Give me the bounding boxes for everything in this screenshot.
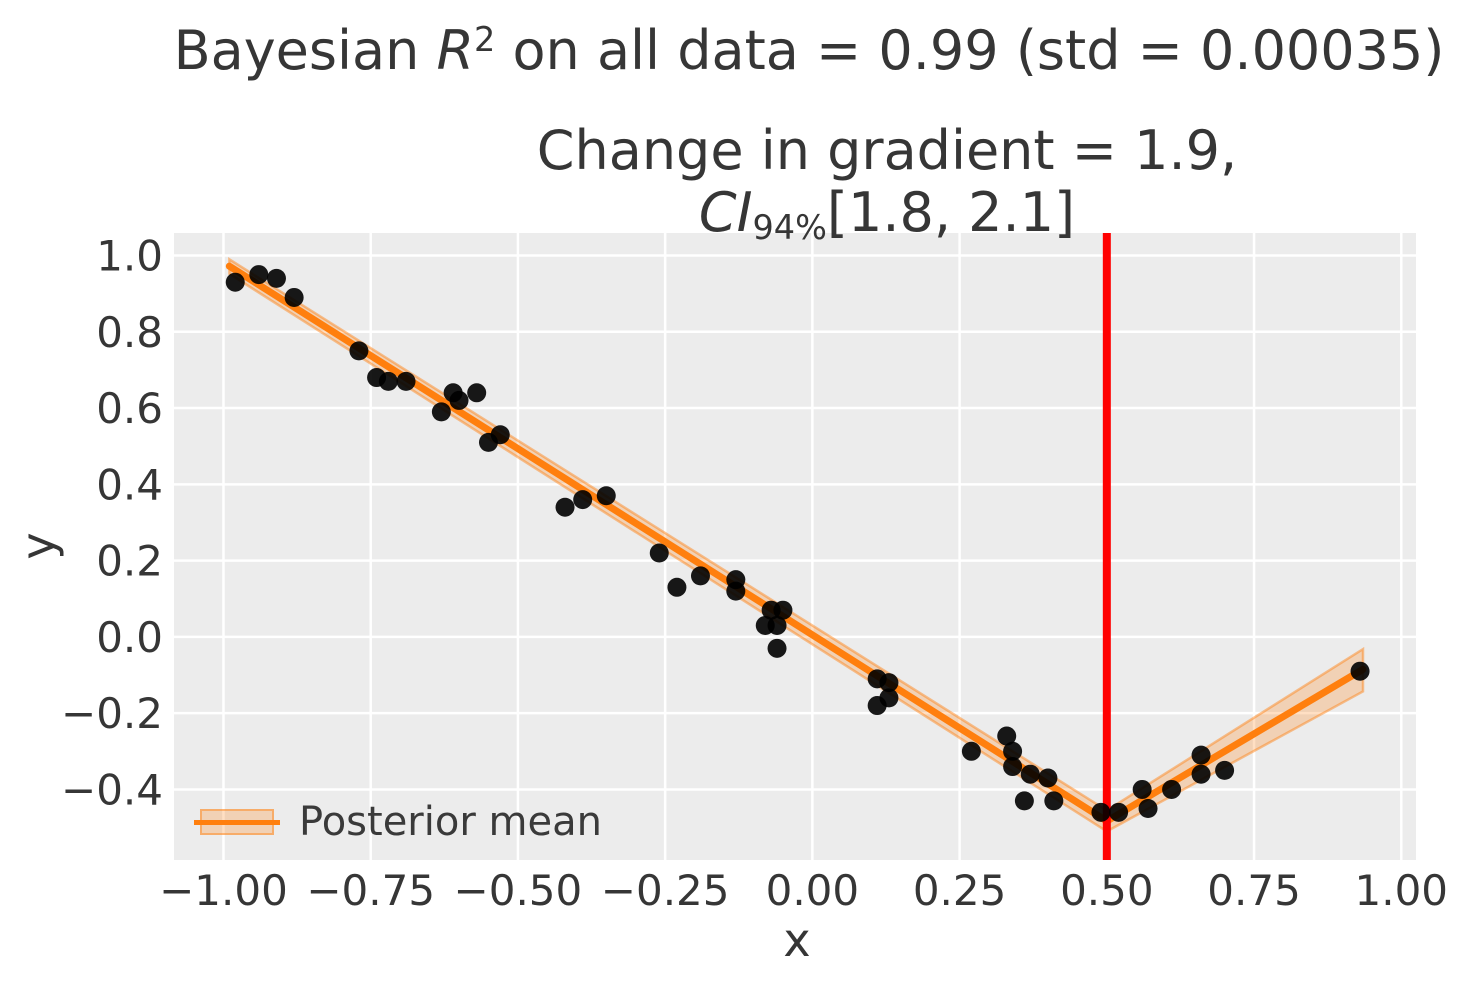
y-tick-label: 0.4 <box>96 460 163 509</box>
scatter-point <box>1109 802 1129 822</box>
x-tick-label: 0.00 <box>766 866 860 915</box>
y-tick-label: 0.8 <box>96 308 163 357</box>
scatter-point <box>667 577 687 597</box>
legend: Posterior mean <box>194 799 602 845</box>
scatter-point <box>1215 760 1235 780</box>
scatter-point <box>284 287 304 307</box>
legend-line-swatch <box>194 819 280 825</box>
scatter-point <box>1038 768 1058 788</box>
x-tick-label: −1.00 <box>159 866 288 915</box>
legend-band-swatch <box>194 809 280 835</box>
scatter-point <box>1350 661 1370 681</box>
title-math-var: R <box>436 19 475 82</box>
scatter-point <box>596 486 616 506</box>
scatter-point <box>396 371 416 391</box>
scatter-point <box>266 268 286 288</box>
scatter-point <box>961 741 981 761</box>
scatter-point <box>1138 799 1158 819</box>
scatter-point <box>1132 779 1152 799</box>
scatter-point <box>1162 779 1182 799</box>
scatter-point <box>449 390 469 410</box>
scatter-point <box>726 581 746 601</box>
scatter-point <box>490 425 510 445</box>
axes-subtitle: Change in gradient = 1.9, CI94%[1.8, 2.1… <box>537 120 1237 251</box>
scatter-point <box>690 566 710 586</box>
y-tick-label: 0.6 <box>96 384 163 433</box>
ci-interval: [1.8, 2.1] <box>826 181 1076 244</box>
scatter-point <box>225 272 245 292</box>
ci-math-var: CI <box>698 181 753 244</box>
x-tick-label: −0.75 <box>306 866 435 915</box>
title-superscript: 2 <box>474 19 496 59</box>
x-tick-label: 1.00 <box>1355 866 1449 915</box>
y-tick-label: −0.2 <box>61 689 163 738</box>
scatter-point <box>573 490 593 510</box>
scatter-point <box>467 383 487 403</box>
chart-title: Bayesian R2 on all data = 0.99 (std = 0.… <box>174 19 1445 82</box>
scatter-point <box>997 726 1017 746</box>
scatter-point <box>555 497 575 517</box>
scatter-point <box>349 341 369 361</box>
legend-label: Posterior mean <box>299 799 602 845</box>
scatter-point <box>767 615 787 635</box>
y-tick-label: −0.4 <box>61 765 163 814</box>
scatter-point <box>1003 741 1023 761</box>
x-tick-label: 0.50 <box>1060 866 1154 915</box>
y-axis-label: y <box>11 532 65 560</box>
ci-subscript: 94% <box>752 208 827 248</box>
y-tick-label: 0.2 <box>96 537 163 586</box>
x-tick-label: 0.75 <box>1207 866 1301 915</box>
scatter-point <box>649 543 669 563</box>
scatter-point <box>1191 764 1211 784</box>
y-tick-label: 1.0 <box>96 232 163 281</box>
title-prefix: Bayesian <box>173 19 437 82</box>
scatter-point <box>1014 791 1034 811</box>
scatter-point <box>773 600 793 620</box>
scatter-point <box>1191 745 1211 765</box>
scatter-point <box>431 402 451 422</box>
x-axis-label: x <box>783 913 811 967</box>
scatter-point <box>1091 802 1111 822</box>
subtitle-line2: CI94%[1.8, 2.1] <box>537 182 1237 251</box>
scatter-point <box>879 673 899 693</box>
y-tick-label: 0.0 <box>96 613 163 662</box>
scatter-point <box>1003 757 1023 777</box>
scatter-point <box>1044 791 1064 811</box>
subtitle-line1: Change in gradient = 1.9, <box>536 119 1238 182</box>
scatter-point <box>378 371 398 391</box>
x-tick-label: 0.25 <box>913 866 1007 915</box>
scatter-point <box>249 265 269 285</box>
title-suffix: on all data = 0.99 (std = 0.00035) <box>495 19 1445 82</box>
scatter-point <box>1020 764 1040 784</box>
x-tick-label: −0.25 <box>601 866 730 915</box>
x-tick-label: −0.50 <box>454 866 583 915</box>
scatter-point <box>867 696 887 716</box>
scatter-point <box>767 638 787 658</box>
